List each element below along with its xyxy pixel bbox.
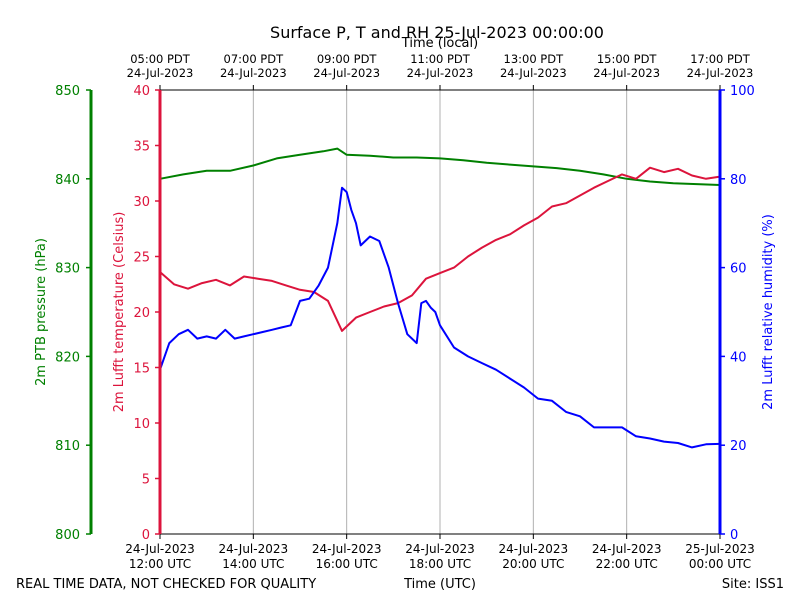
- x-tick-label-date: 24-Jul-2023: [125, 542, 195, 556]
- x-tick-label-utc: 18:00 UTC: [409, 557, 471, 571]
- x-axis-label-top: Time (local): [401, 36, 478, 51]
- x-tick-label-local: 17:00 PDT: [690, 52, 751, 66]
- pressure-axis-label: 2m PTB pressure (hPa): [34, 238, 49, 386]
- x-tick-label-utc: 20:00 UTC: [502, 557, 564, 571]
- x-tick-label-utc: 12:00 UTC: [129, 557, 191, 571]
- x-tick-label-date: 24-Jul-2023: [219, 542, 289, 556]
- humidity-axis-tick-label: 40: [730, 350, 747, 365]
- x-tick-label-utc: 22:00 UTC: [596, 557, 658, 571]
- pressure-axis-tick-label: 850: [55, 84, 80, 99]
- quality-disclaimer: REAL TIME DATA, NOT CHECKED FOR QUALITY: [16, 577, 316, 592]
- x-tick-label-date: 24-Jul-2023: [405, 542, 475, 556]
- x-tick-label-date: 24-Jul-2023: [592, 542, 662, 556]
- x-tick-label-local: 07:00 PDT: [224, 52, 285, 66]
- pressure-axis-tick-label: 820: [55, 350, 80, 365]
- series-line-temperature: [159, 166, 721, 332]
- temperature-axis-tick-label: 25: [133, 251, 150, 266]
- pressure-axis-tick-label: 810: [55, 439, 80, 454]
- temperature-axis-label: 2m Lufft temperature (Celsius): [112, 212, 127, 413]
- x-tick-label-date: 25-Jul-2023: [685, 542, 755, 556]
- humidity-axis-tick-label: 80: [730, 173, 747, 188]
- temperature-axis-tick-label: 35: [133, 140, 150, 155]
- x-tick-label-local-date: 24-Jul-2023: [220, 66, 287, 80]
- pressure-axis-tick-label: 830: [55, 262, 80, 277]
- humidity-axis-tick-label: 20: [730, 439, 747, 454]
- site-label: Site: ISS1: [722, 577, 784, 592]
- series-line-pressure: [159, 147, 721, 186]
- x-tick-label-utc: 16:00 UTC: [316, 557, 378, 571]
- x-tick-label-utc: 14:00 UTC: [222, 557, 284, 571]
- x-tick-label-local: 13:00 PDT: [504, 52, 565, 66]
- x-tick-label-date: 24-Jul-2023: [499, 542, 569, 556]
- series-group: [159, 147, 721, 449]
- temperature-axis-tick-label: 40: [133, 84, 150, 99]
- x-tick-label-local: 15:00 PDT: [597, 52, 658, 66]
- x-tick-label-local-date: 24-Jul-2023: [687, 66, 754, 80]
- pressure-axis-tick-label: 800: [55, 528, 80, 543]
- temperature-axis-tick-label: 20: [133, 306, 150, 321]
- x-tick-label-local: 11:00 PDT: [410, 52, 471, 66]
- x-tick-label-local-date: 24-Jul-2023: [313, 66, 380, 80]
- x-tick-label-local-date: 24-Jul-2023: [500, 66, 567, 80]
- x-tick-label-date: 24-Jul-2023: [312, 542, 382, 556]
- x-tick-label-utc: 00:00 UTC: [689, 557, 751, 571]
- chart-title: Surface P, T and RH 25-Jul-2023 00:00:00: [270, 23, 604, 42]
- grid-lines: [252, 90, 628, 534]
- temperature-axis-tick-label: 0: [142, 528, 150, 543]
- x-tick-label-local-date: 24-Jul-2023: [407, 66, 474, 80]
- x-tick-label-local-date: 24-Jul-2023: [127, 66, 194, 80]
- humidity-axis-label: 2m Lufft relative humidity (%): [761, 214, 776, 410]
- x-tick-label-local-date: 24-Jul-2023: [593, 66, 660, 80]
- x-tick-label-local: 05:00 PDT: [130, 52, 191, 66]
- x-axis-label: Time (UTC): [403, 577, 476, 592]
- temperature-axis-tick-label: 10: [133, 417, 150, 432]
- temperature-axis-tick-label: 15: [133, 362, 150, 377]
- temperature-axis-tick-label: 30: [133, 195, 150, 210]
- humidity-axis-tick-label: 100: [730, 84, 755, 99]
- series-line-humidity: [159, 186, 721, 449]
- humidity-axis-tick-label: 0: [730, 528, 738, 543]
- x-tick-label-local: 09:00 PDT: [317, 52, 378, 66]
- pressure-axis-tick-label: 840: [55, 173, 80, 188]
- humidity-axis-tick-label: 60: [730, 262, 747, 277]
- temperature-axis-tick-label: 5: [142, 473, 150, 488]
